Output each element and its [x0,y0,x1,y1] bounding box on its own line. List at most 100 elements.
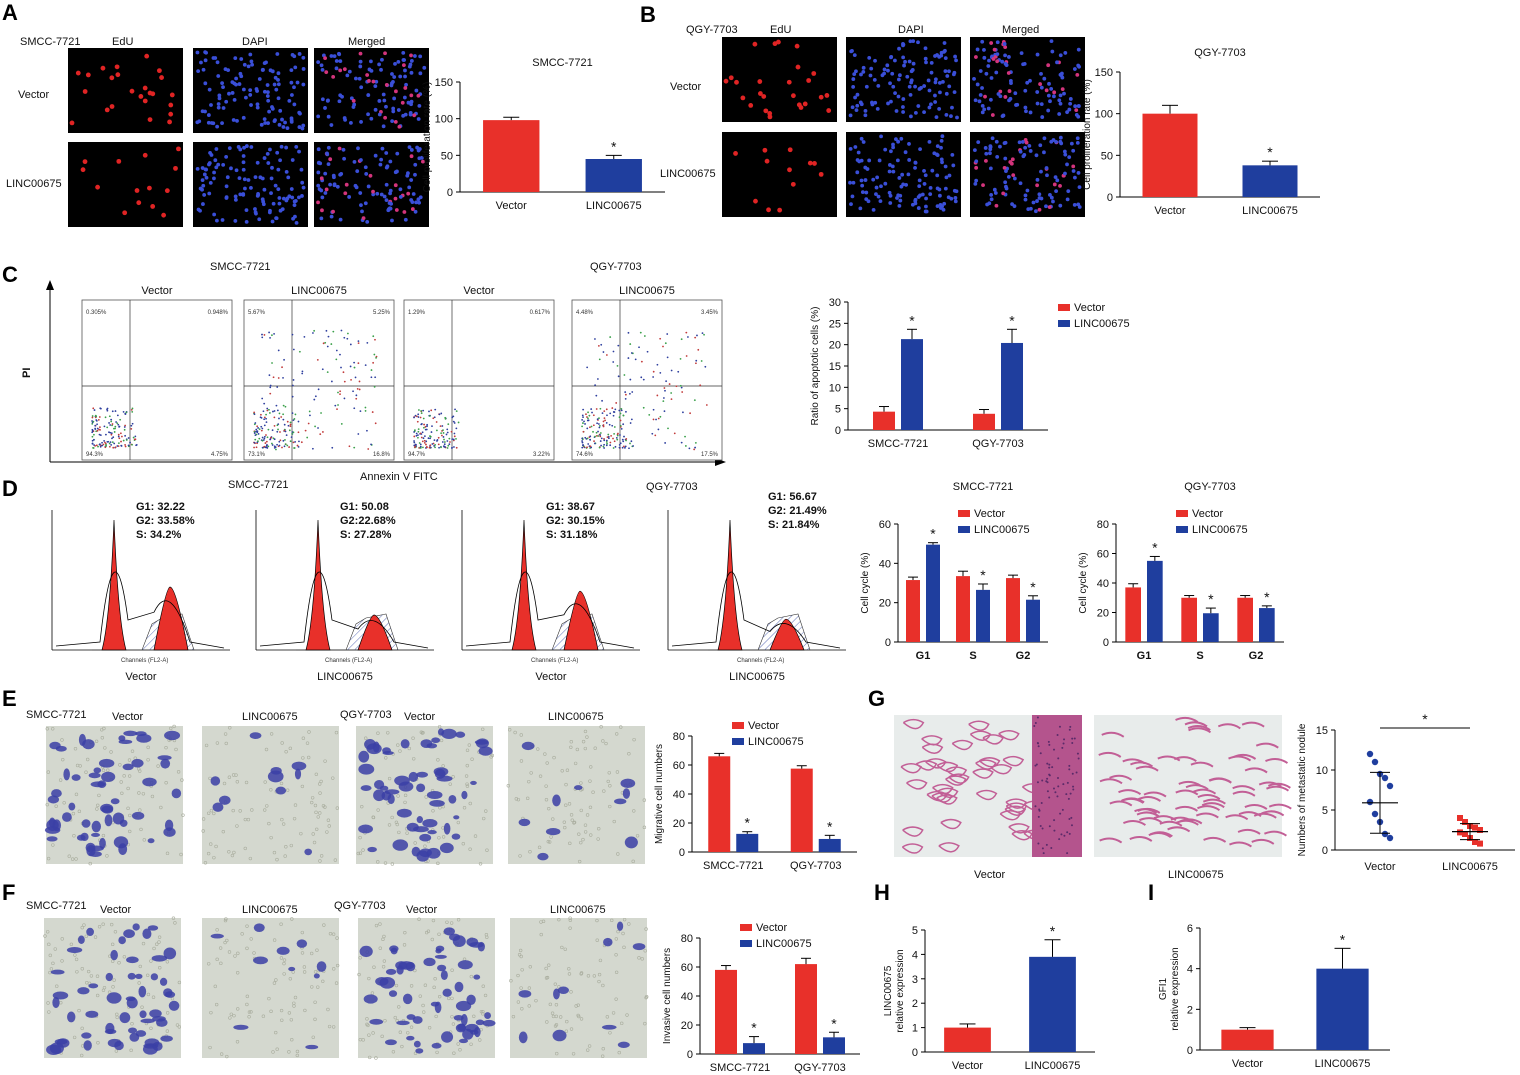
flow-event [275,448,277,451]
chart-y-tick-label: 0 [447,187,453,199]
significance-star: * [1152,539,1158,555]
flow-event [288,446,291,448]
cell-nucleus [80,167,86,173]
stained-cell [441,728,457,739]
membrane-pore [269,788,273,792]
chart-y-tick-label: 150 [1095,67,1113,79]
cell-nucleus [1028,149,1033,153]
flow-event [605,422,608,424]
membrane-pore [587,1044,592,1048]
cell-nucleus [396,59,401,64]
cell-nucleus [903,150,908,155]
cell-nucleus [195,50,200,55]
flow-event [446,447,449,449]
cell-nucleus [1049,39,1054,44]
flow-event [120,444,123,447]
membrane-pore [381,937,385,942]
cell-nucleus [262,156,267,160]
significance-star: * [751,1020,757,1036]
flow-event [595,431,598,434]
cell-nucleus [981,183,985,188]
flow-event [453,446,455,448]
flow-event [426,423,429,426]
cell-nucleus [927,105,932,110]
cell-nucleus [897,46,901,51]
flow-event [124,424,127,427]
stained-cell [294,768,302,780]
alveolar-wall [921,743,944,755]
cell-nucleus [989,193,994,197]
membrane-pore [424,795,428,799]
membrane-pore [319,854,324,858]
flow-event [297,420,300,423]
alveolar-wall [1130,761,1154,768]
membrane-pore [536,747,540,751]
cell-nucleus [896,94,901,99]
stained-cell [233,1024,249,1030]
membrane-pore [310,985,314,989]
flow-event [581,414,584,417]
membrane-pore [614,970,619,975]
membrane-pore [209,842,213,846]
flow-event [440,446,442,449]
cell-nucleus [200,178,205,183]
cell-nucleus [215,60,220,65]
flow-event [296,444,299,447]
cell-nucleus [1068,97,1073,101]
stained-cell [296,939,308,948]
cell-nucleus [295,80,300,85]
cell-nucleus [195,166,200,171]
cell-nucleus [855,158,860,162]
flow-event [621,438,624,441]
flow-event [612,361,615,363]
membrane-pore [101,988,106,993]
membrane-pore [435,1050,439,1055]
membrane-pore [465,782,469,786]
membrane-pore [82,923,86,927]
flow-event [586,416,588,418]
membrane-pore [367,1033,371,1037]
flow-event [108,445,111,448]
membrane-pore [567,967,571,971]
flow-event [417,436,419,439]
membrane-pore [469,1042,473,1046]
membrane-pore [331,1025,336,1029]
flow-event [96,423,98,426]
scatter-point [1457,829,1463,836]
flow-event [322,431,324,433]
cell-nucleus [1048,99,1052,104]
cell-nucleus [242,177,247,182]
cell-nucleus [1071,164,1076,169]
cell-nucleus [748,103,754,108]
cell-nucleus [224,184,229,189]
stained-cell [518,1031,528,1044]
stained-cell [427,830,437,835]
quadrant-q1-value: 1.29% [408,310,426,316]
membrane-pore [173,921,177,925]
stained-cell [422,819,438,828]
stained-cell [416,783,426,793]
cell-nucleus [1015,102,1020,107]
stained-cell [304,848,313,856]
panel-e-label-line1: SMCC-7721 [26,709,87,721]
flow-event [419,432,422,435]
membrane-pore [468,847,472,851]
cell-nucleus [273,118,277,123]
flow-event [617,344,620,347]
scatter-point [1381,774,1389,782]
flow-event [442,429,444,431]
cell-nucleus [858,100,863,105]
cell-nucleus [924,204,928,209]
flow-event [273,424,276,427]
cell-nucleus [777,207,783,213]
flow-event [680,338,683,341]
cell-nucleus [787,167,792,173]
membrane-pore [551,817,555,821]
alveolar-wall [1175,789,1199,796]
flow-event [114,446,117,449]
flow-event [422,437,425,440]
cell-nucleus [1060,87,1065,92]
flow-event [598,424,601,427]
flow-event [656,363,659,366]
